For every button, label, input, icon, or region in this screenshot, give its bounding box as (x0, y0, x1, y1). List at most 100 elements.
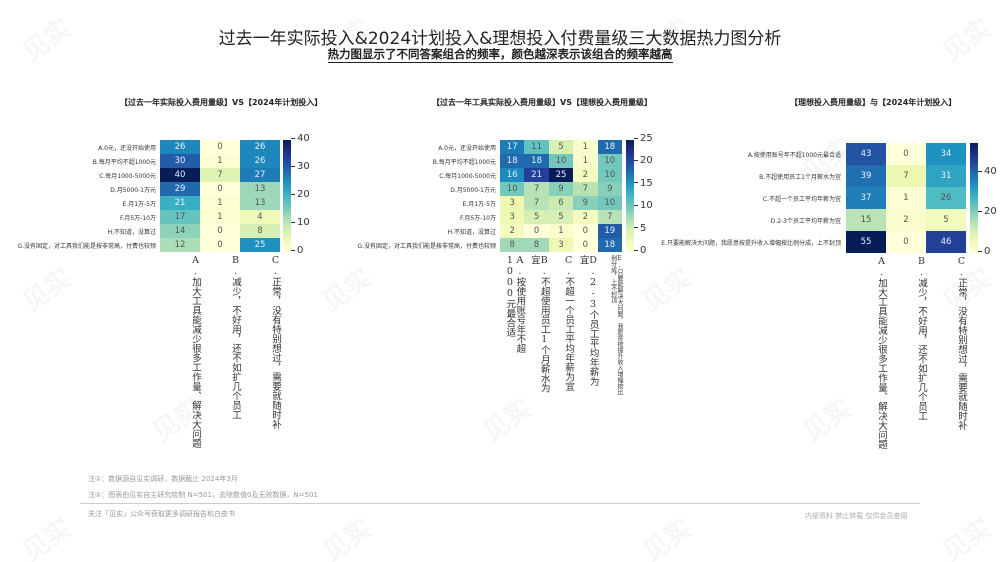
heatmap-cell: 4 (240, 210, 280, 224)
heatmap-cell: 5 (524, 210, 549, 224)
colorbar-tick: 0 (978, 246, 990, 257)
column-label: A.按使用账号年不超1000元最合适 (504, 255, 526, 353)
heatmap-cell: 29 (160, 182, 200, 196)
colorbar-tick: 30 (291, 161, 310, 172)
row-label: D.月5000-1万元 (110, 186, 156, 194)
heatmap-cell: 9 (573, 196, 598, 210)
heatmap-cell: 31 (926, 165, 966, 187)
heatmap-cell: 3 (500, 210, 525, 224)
heatmap-cell: 2 (886, 209, 926, 231)
heatmap-cell: 2 (573, 210, 598, 224)
colorbar-tick: 20 (978, 206, 997, 217)
colorbar-tick: 40 (291, 133, 310, 144)
footnote-1: 注①：数据源自见实调研，数据截止 2024年3月 (88, 475, 238, 483)
row-label: E.月1万-5万 (122, 200, 157, 208)
heatmap-cell: 8 (524, 238, 549, 252)
row-label: D.2-3个员工平均年薪为宜 (770, 217, 841, 225)
colorbar-tick: 20 (634, 155, 653, 166)
colorbar-tick: 10 (634, 200, 653, 211)
colorbar-tick: 10 (291, 217, 310, 228)
heatmap-cell: 7 (200, 168, 240, 182)
heatmap-cell: 3 (500, 196, 525, 210)
chart2-column-labels: A.按使用账号年不超1000元最合适 B.不超使用员工1个月薪水为宜 C.不超一个员… (500, 255, 623, 395)
watermark-text: 见实 (474, 388, 538, 448)
heatmap-cell: 1 (200, 154, 240, 168)
column-label: E.只要能解决大问题，我愿意按提升收入增幅按比例分成，上不封顶 (609, 255, 623, 395)
heatmap-cell: 0 (886, 231, 926, 253)
heatmap-cell: 1 (200, 210, 240, 224)
heatmap-cell: 37 (846, 187, 886, 209)
row-label: A.0元，还没开始使用 (98, 144, 156, 152)
watermark-text: 见实 (14, 258, 78, 318)
row-label: G.没有固定，对工具我们能是按非常高，付费也较频 (357, 242, 496, 250)
heatmap-cell: 7 (524, 182, 549, 196)
heatmap-cell: 14 (160, 224, 200, 238)
footnote-2: 注②：图表由见实自主研究绘制 N=501，去除数值0及无效数据，N=501 (88, 491, 318, 499)
heatmap-cell: 18 (597, 140, 622, 154)
column-label: A.加大工具能减少很多工作量、解决大问题 (876, 256, 887, 449)
row-label: D.月5000-1万元 (450, 186, 496, 194)
row-label: H.不知道，没算过 (107, 228, 156, 236)
column-label: B.减少，不好用，还不如扩几个员工 (230, 255, 241, 420)
heatmap-cell: 11 (524, 140, 549, 154)
heatmap-cell: 10 (548, 154, 574, 168)
chart2-colorbar (626, 140, 634, 252)
column-label: C.不超一个员工平均年薪为宜 (563, 255, 575, 391)
chart3-heatmap: 43 0 34 39 7 31 37 1 26 15 2 5 55 0 46 (846, 143, 966, 253)
heatmap-cell: 17 (500, 140, 525, 154)
footnotes: 注①：数据源自见实调研，数据截止 2024年3月 注②：图表由见实自主研究绘制 … (88, 474, 318, 506)
chart1-title: 【过去一年实际投入费用量级】VS【2024年计划投入】 (120, 98, 323, 107)
heatmap-cell: 0 (886, 143, 926, 165)
column-label: A.加大工具能减少很多工作量、解决大问题 (190, 255, 201, 448)
heatmap-cell: 10 (597, 168, 622, 182)
chart2-title: 【过去一年工具实际投入费用量级】VS【理想投入费用量级】 (432, 98, 652, 107)
watermark-text: 见实 (634, 258, 698, 318)
heatmap-cell: 25 (240, 238, 280, 252)
chart3-colorbar (970, 143, 978, 253)
heatmap-cell: 13 (240, 196, 280, 210)
heatmap-cell: 5 (548, 140, 574, 154)
chart3-row-labels: A.按使用账号年不超1000元最合适 B.不超使用员工1个月薪水为宜 C.不超一个员… (661, 143, 845, 253)
confidential-notice: 内部资料 禁止转载 仅供会员查阅 (805, 512, 908, 520)
heatmap-cell: 55 (846, 231, 886, 253)
heatmap-cell: 15 (846, 209, 886, 231)
row-label: E.只要能解决大问题，我愿意按提升收入增幅按比例分成，上不封顶 (661, 239, 841, 247)
heatmap-cell: 1 (200, 196, 240, 210)
heatmap-cell: 40 (160, 168, 200, 182)
row-label: B.每月平均不超1000元 (92, 158, 156, 166)
page-subtitle: 热力图显示了不同答案组合的频率，颜色越深表示该组合的频率越高 (327, 47, 673, 63)
column-label: B.减少，不好用，还不如扩几个员工 (916, 256, 927, 421)
row-label: B.不超使用员工1个月薪水为宜 (759, 173, 841, 181)
row-label: F.月5万-10万 (459, 214, 496, 222)
heatmap-cell: 1 (573, 154, 598, 168)
row-label: E.月1万-5万 (462, 200, 497, 208)
colorbar-tick: 40 (978, 166, 997, 177)
heatmap-cell: 26 (160, 140, 200, 154)
heatmap-cell: 0 (200, 140, 240, 154)
colorbar-tick: 25 (634, 133, 653, 144)
heatmap-cell: 26 (926, 187, 966, 209)
row-label: C.每月1000-5000元 (439, 172, 496, 180)
chart2-heatmap: 17 11 5 1 18 18 18 10 1 10 16 21 25 2 10 10 7 9 7 9 3 7 6 9 10 3 5… (500, 140, 622, 252)
heatmap-cell: 10 (500, 182, 525, 196)
heatmap-cell: 7 (597, 210, 622, 224)
colorbar-tick: 20 (291, 189, 310, 200)
chart2-row-labels: A.0元，还没开始使用 B.每月平均不超1000元 C.每月1000-5000元 D.… (340, 140, 500, 252)
row-label: G.没有固定，对工具我们能是按非常高，付费也较频 (17, 242, 156, 250)
heatmap-cell: 6 (548, 196, 574, 210)
heatmap-cell: 43 (846, 143, 886, 165)
heatmap-cell: 8 (500, 238, 525, 252)
watermark-text: 见实 (14, 508, 78, 562)
heatmap-cell: 26 (240, 154, 280, 168)
heatmap-cell: 7 (573, 182, 598, 196)
heatmap-cell: 1 (548, 224, 574, 238)
heatmap-cell: 13 (240, 182, 280, 196)
row-label: B.每月平均不超1000元 (432, 158, 496, 166)
watermark-text: 见实 (634, 508, 698, 562)
heatmap-cell: 16 (500, 168, 525, 182)
heatmap-cell: 10 (597, 196, 622, 210)
colorbar-tick: 5 (634, 223, 646, 234)
chart1-heatmap: 26 0 26 30 1 26 40 7 27 29 0 13 21 1 13 17 1 4 14 0 8 12 0 25 (160, 140, 280, 252)
row-label: A.0元，还没开始使用 (438, 144, 496, 152)
heatmap-cell: 0 (573, 224, 598, 238)
